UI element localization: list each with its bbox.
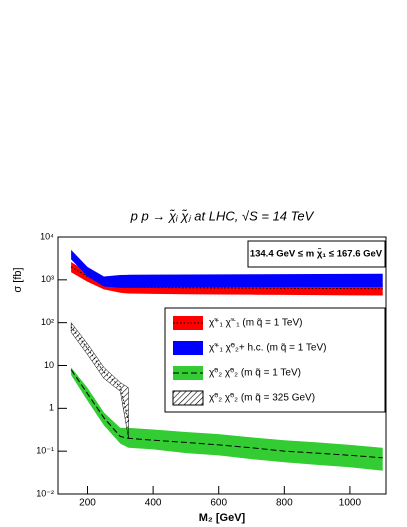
chart-title: p p → χ̃ᵢ χ̃ⱼ at LHC, √S = 14 TeV [130, 208, 315, 223]
x-axis-label: M₂ [GeV] [199, 512, 246, 524]
central-line [70, 266, 383, 290]
legend-label: χ̃⁺₁ χ̃⁰₂+ h.c. (m q̃ = 1 TeV) [209, 343, 326, 354]
band [70, 321, 129, 439]
y-tick-label: 10² [41, 317, 54, 327]
x-tick-label: 200 [79, 498, 96, 509]
x-tick-label: 400 [145, 498, 162, 509]
legend-entries: χ̃⁺₁ χ̃⁻₁ (m q̃ = 1 TeV) χ̃⁺₁ χ̃⁰₂+ h.c. … [172, 316, 326, 406]
annotation-box [247, 240, 386, 268]
central-line [70, 369, 383, 459]
legend-swatch [172, 390, 204, 406]
y-tick-label: 10 [44, 360, 54, 370]
legend-swatch [173, 341, 203, 355]
band [71, 249, 383, 288]
y-tick-label: 10³ [41, 274, 54, 284]
y-tick-label: 10⁻² [36, 488, 54, 498]
band [71, 367, 383, 471]
x-tick-label: 600 [210, 498, 227, 509]
annotation: 134.4 GeV ≤ m χ̃₁ ≤ 167.6 GeV [250, 248, 383, 260]
x-tick-label: 1000 [339, 498, 362, 509]
y-axis-label: σ [fb] [12, 267, 24, 292]
y-tick-label: 10⁻¹ [36, 446, 54, 456]
axes: 200 400 600 800 1000 10⁻² 10⁻¹ 1 10 10² 10³ 10⁴ [36, 231, 361, 508]
legend-label: χ̃⁺₁ χ̃⁻₁ (m q̃ = 1 TeV) [209, 318, 302, 329]
y-tick-label: 10⁴ [40, 231, 54, 241]
legend-label: χ̃⁰₂ χ̃⁰₂ (m q̃ = 325 GeV) [209, 393, 315, 404]
legend-label: χ̃⁰₂ χ̃⁰₂ (m q̃ = 1 TeV) [209, 368, 301, 379]
central-line [70, 326, 130, 422]
y-tick-label: 1 [49, 403, 54, 413]
bands [70, 249, 383, 471]
x-tick-label: 800 [276, 498, 293, 509]
